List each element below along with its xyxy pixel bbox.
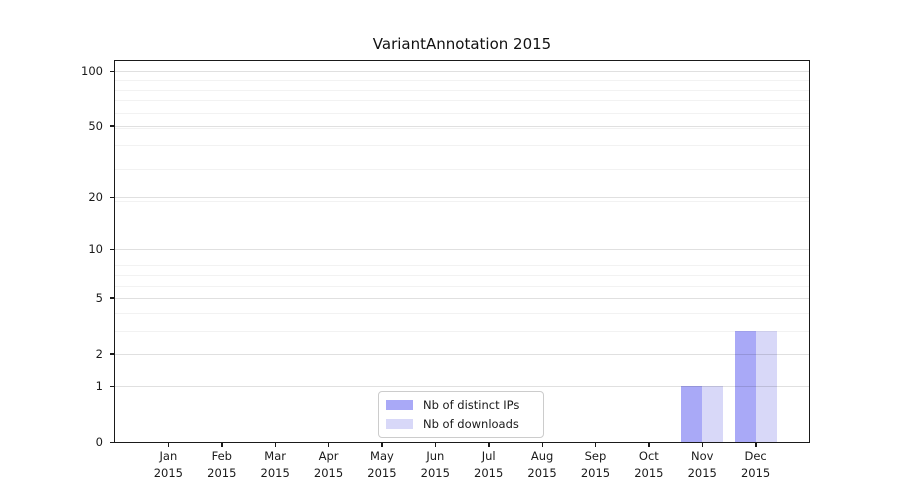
x-tick-mark [381, 443, 383, 447]
x-tick-label: Mar 2015 [260, 449, 290, 480]
y-tick-mark [110, 196, 114, 199]
y-tick-label: 20 [88, 190, 103, 205]
y-tick-mark [110, 353, 114, 355]
x-tick-label: Dec 2015 [740, 449, 771, 480]
y-tick-label: 50 [88, 118, 103, 133]
x-tick-mark [274, 443, 277, 447]
x-tick-label: Aug 2015 [527, 449, 557, 480]
y-tick-mark [110, 385, 114, 388]
x-tick-mark [167, 443, 170, 447]
y-gridline-minor [115, 145, 809, 147]
y-gridline-minor [115, 89, 809, 91]
y-gridline-major [115, 353, 809, 355]
y-gridline-minor [115, 312, 809, 314]
x-tick-mark [488, 443, 490, 447]
x-tick-mark [701, 443, 704, 447]
y-gridline-minor [115, 201, 809, 203]
x-tick-mark [648, 443, 650, 447]
y-gridline-major [115, 386, 809, 388]
chart-title: VariantAnnotation 2015 [372, 35, 552, 53]
y-tick-mark [110, 125, 114, 127]
x-tick-mark [221, 443, 223, 447]
x-tick-label: Nov 2015 [687, 449, 717, 480]
y-gridline-minor [115, 112, 809, 114]
y-tick-label: 0 [95, 435, 103, 449]
y-tick-mark [110, 70, 114, 72]
x-tick-mark [328, 443, 330, 447]
y-tick-label: 2 [95, 346, 103, 361]
y-gridline-major [115, 125, 809, 127]
bar-distinct-ips [734, 330, 756, 442]
y-tick-label: 5 [95, 290, 103, 305]
y-tick-label: 100 [81, 64, 103, 78]
x-tick-label: Jan 2015 [153, 449, 184, 480]
y-tick-label: 10 [88, 242, 103, 257]
plot-area: Nb of distinct IPs Nb of downloads [114, 60, 810, 443]
y-gridline-minor [115, 100, 809, 102]
bar-downloads [702, 386, 724, 442]
y-gridline-minor [115, 265, 809, 267]
y-gridline-minor [115, 285, 809, 287]
y-gridline-minor [115, 274, 809, 276]
x-tick-label: May 2015 [367, 449, 397, 480]
x-tick-label: Oct 2015 [634, 449, 664, 480]
legend-swatch-downloads-icon [386, 419, 413, 429]
legend-swatch-distinct-ips-icon [386, 400, 413, 410]
y-gridline-major [115, 249, 809, 251]
y-tick-label: 1 [95, 379, 103, 394]
x-tick-label: Feb 2015 [207, 449, 237, 480]
legend-item-downloads: Nb of downloads [386, 417, 534, 431]
x-tick-mark [541, 443, 543, 447]
y-gridline-major [115, 71, 809, 72]
bar-distinct-ips [681, 386, 703, 442]
x-tick-label: Sep 2015 [580, 449, 611, 480]
y-gridline-minor [115, 127, 809, 129]
y-gridline-minor [115, 80, 809, 82]
x-tick-mark [434, 443, 437, 447]
legend-label-distinct-ips: Nb of distinct IPs [423, 398, 520, 412]
x-tick-label: Jul 2015 [474, 449, 504, 480]
legend-label-downloads: Nb of downloads [423, 417, 519, 431]
legend-item-distinct-ips: Nb of distinct IPs [386, 398, 534, 412]
y-tick-mark [110, 441, 114, 443]
bar-downloads [755, 330, 777, 442]
x-tick-label: Apr 2015 [313, 449, 344, 480]
legend: Nb of distinct IPs Nb of downloads [378, 391, 544, 438]
y-gridline-minor [115, 330, 809, 332]
y-tick-mark [110, 248, 114, 251]
y-tick-mark [110, 297, 114, 299]
y-gridline-major [115, 197, 809, 199]
x-tick-mark [755, 443, 757, 447]
y-gridline-major [115, 297, 809, 299]
x-tick-label: Jun 2015 [420, 449, 450, 480]
x-tick-mark [594, 443, 597, 447]
y-gridline-minor [115, 168, 809, 170]
